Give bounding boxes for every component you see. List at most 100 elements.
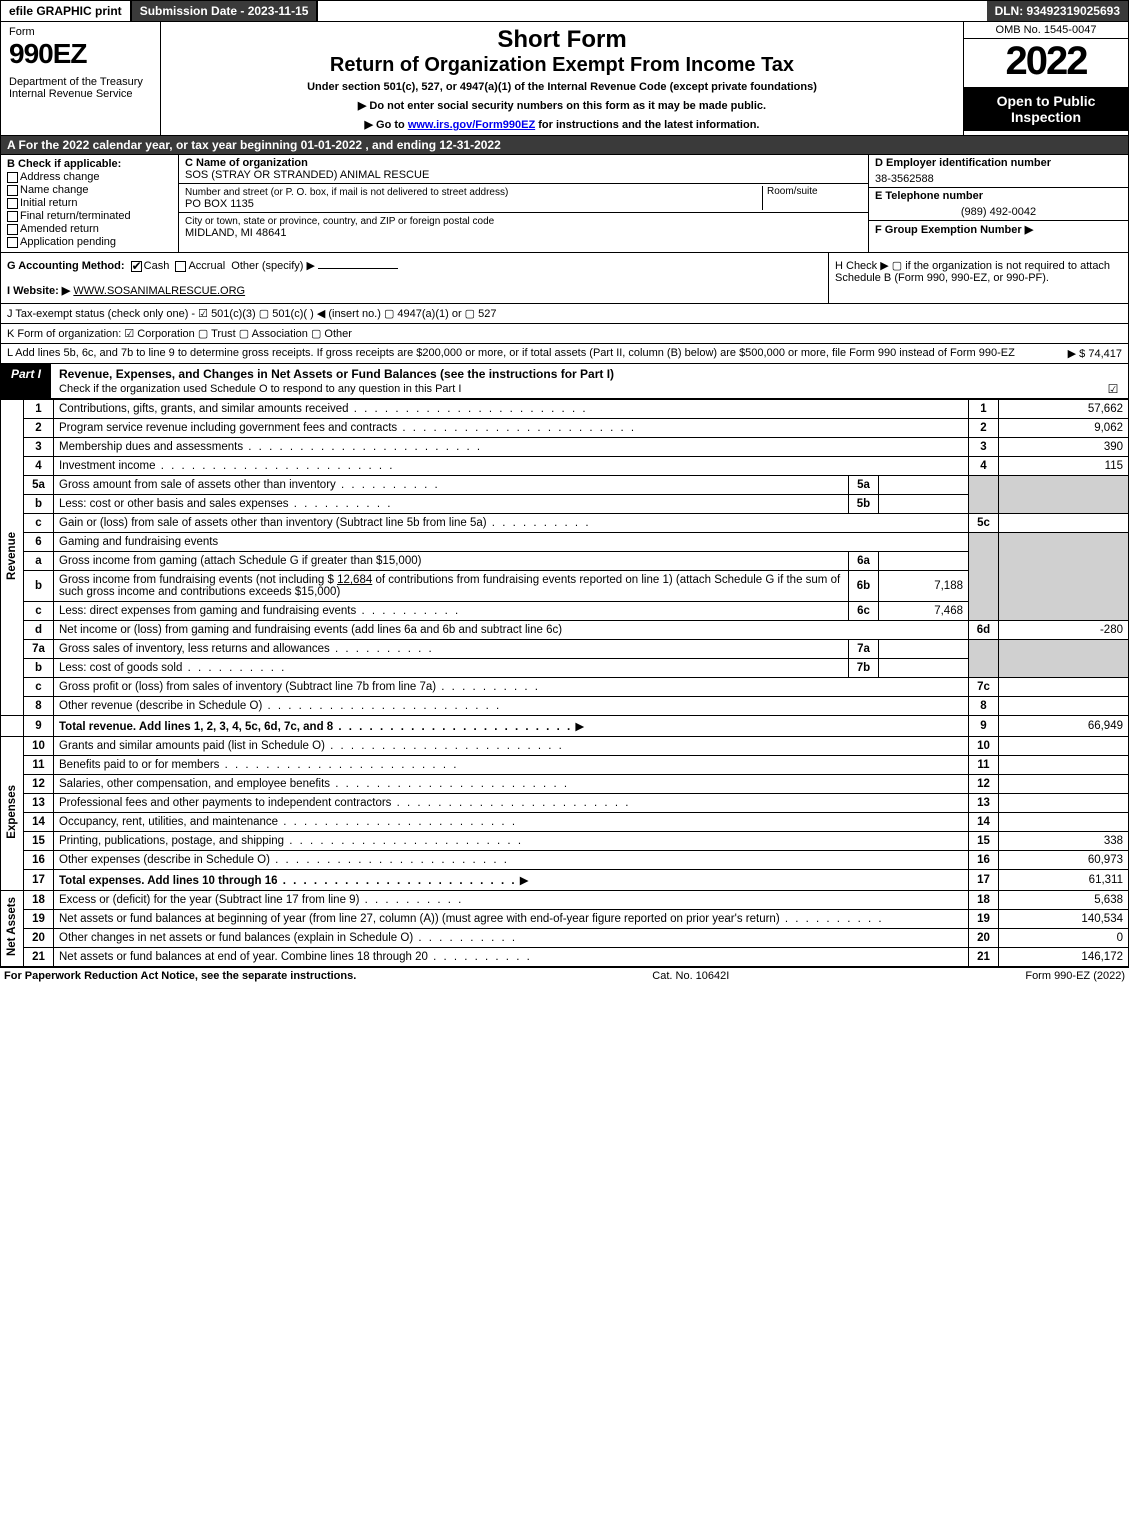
- header-left: Form 990EZ Department of the Treasury In…: [1, 22, 161, 135]
- line-21-desc: Net assets or fund balances at end of ye…: [59, 951, 532, 963]
- chk-address-change[interactable]: Address change: [7, 171, 172, 183]
- city-label: City or town, state or province, country…: [185, 216, 494, 227]
- line-5c-desc: Gain or (loss) from sale of assets other…: [59, 517, 591, 529]
- line-9-amt: 66,949: [999, 716, 1129, 737]
- line-20-desc: Other changes in net assets or fund bala…: [59, 932, 517, 944]
- room-suite: Room/suite: [762, 186, 862, 210]
- line-5a-desc: Gross amount from sale of assets other t…: [59, 479, 440, 491]
- part-i-check[interactable]: ☑: [1098, 364, 1128, 398]
- line-7b-subval: [879, 659, 969, 678]
- chk-initial-return[interactable]: Initial return: [7, 197, 172, 209]
- footer-right: Form 990-EZ (2022): [1025, 970, 1125, 982]
- form-label: Form: [9, 26, 152, 38]
- form-header: Form 990EZ Department of the Treasury In…: [0, 22, 1129, 136]
- line-13-amt: [999, 794, 1129, 813]
- col-c: C Name of organization SOS (STRAY OR STR…: [179, 155, 868, 252]
- chk-accrual[interactable]: [175, 261, 186, 272]
- ein: 38-3562588: [869, 171, 1128, 188]
- b-label: B Check if applicable:: [7, 158, 121, 170]
- line-15-desc: Printing, publications, postage, and shi…: [59, 835, 523, 847]
- line-20-amt: 0: [999, 929, 1129, 948]
- line-18-desc: Excess or (deficit) for the year (Subtra…: [59, 894, 463, 906]
- line-17-desc: Total expenses. Add lines 10 through 16: [59, 875, 517, 887]
- row-k: K Form of organization: ☑ Corporation ▢ …: [0, 324, 1129, 344]
- line-11-desc: Benefits paid to or for members: [59, 759, 458, 771]
- line-12-desc: Salaries, other compensation, and employ…: [59, 778, 569, 790]
- line-5b-desc: Less: cost or other basis and sales expe…: [59, 498, 392, 510]
- footer: For Paperwork Reduction Act Notice, see …: [0, 967, 1129, 984]
- other-specify[interactable]: [318, 268, 398, 269]
- line-16-amt: 60,973: [999, 851, 1129, 870]
- line-7b-desc: Less: cost of goods sold: [59, 662, 286, 674]
- line-6a-subval: [879, 552, 969, 571]
- row-street: Number and street (or P. O. box, if mail…: [179, 184, 868, 213]
- row-city: City or town, state or province, country…: [179, 213, 868, 241]
- line-14-amt: [999, 813, 1129, 832]
- chk-final-return[interactable]: Final return/terminated: [7, 210, 172, 222]
- department: Department of the Treasury Internal Reve…: [9, 76, 152, 100]
- g-label: G Accounting Method:: [7, 260, 125, 272]
- line-5a-subval: [879, 476, 969, 495]
- irs-link[interactable]: www.irs.gov/Form990EZ: [408, 119, 535, 131]
- l-text: L Add lines 5b, 6c, and 7b to line 9 to …: [7, 347, 1022, 360]
- line-6d-desc: Net income or (loss) from gaming and fun…: [59, 624, 562, 636]
- part-i-title: Revenue, Expenses, and Changes in Net As…: [51, 364, 1098, 398]
- cell-g: G Accounting Method: Cash Accrual Other …: [1, 253, 828, 303]
- footer-mid: Cat. No. 10642I: [356, 970, 1025, 982]
- efile-label[interactable]: efile GRAPHIC print: [1, 1, 132, 21]
- row-org-name: C Name of organization SOS (STRAY OR STR…: [179, 155, 868, 184]
- side-netassets: Net Assets: [1, 891, 24, 967]
- instruction-1: ▶ Do not enter social security numbers o…: [171, 99, 953, 112]
- cell-h: H Check ▶ ▢ if the organization is not r…: [828, 253, 1128, 303]
- line-2-amt: 9,062: [999, 419, 1129, 438]
- section-a: A For the 2022 calendar year, or tax yea…: [0, 136, 1129, 155]
- col-b: B Check if applicable: Address change Na…: [1, 155, 179, 252]
- line-1-desc: Contributions, gifts, grants, and simila…: [59, 403, 588, 415]
- line-8-desc: Other revenue (describe in Schedule O): [59, 700, 501, 712]
- line-16-desc: Other expenses (describe in Schedule O): [59, 854, 509, 866]
- line-3-amt: 390: [999, 438, 1129, 457]
- phone: (989) 492-0042: [869, 204, 1128, 221]
- part-i-header: Part I Revenue, Expenses, and Changes in…: [0, 364, 1129, 399]
- line-7c-desc: Gross profit or (loss) from sales of inv…: [59, 681, 540, 693]
- street: PO BOX 1135: [185, 198, 254, 210]
- line-18-amt: 5,638: [999, 891, 1129, 910]
- form-number: 990EZ: [9, 38, 152, 70]
- subtitle: Under section 501(c), 527, or 4947(a)(1)…: [171, 81, 953, 93]
- line-17-amt: 61,311: [999, 870, 1129, 891]
- line-3-desc: Membership dues and assessments: [59, 441, 482, 453]
- header-right: OMB No. 1545-0047 2022 Open to Public In…: [963, 22, 1128, 135]
- line-7c-amt: [999, 678, 1129, 697]
- submission-date: Submission Date - 2023-11-15: [132, 1, 319, 21]
- row-gh: G Accounting Method: Cash Accrual Other …: [0, 253, 1129, 304]
- chk-name-change[interactable]: Name change: [7, 184, 172, 196]
- instr2-prefix: ▶ Go to: [365, 119, 408, 131]
- line-6a-desc: Gross income from gaming (attach Schedul…: [59, 555, 421, 567]
- chk-amended-return[interactable]: Amended return: [7, 223, 172, 235]
- chk-application-pending[interactable]: Application pending: [7, 236, 172, 248]
- line-15-amt: 338: [999, 832, 1129, 851]
- line-8-amt: [999, 697, 1129, 716]
- line-4-desc: Investment income: [59, 460, 395, 472]
- line-7a-desc: Gross sales of inventory, less returns a…: [59, 643, 434, 655]
- website-link[interactable]: WWW.SOSANIMALRESCUE.ORG: [73, 285, 245, 297]
- block-bc: B Check if applicable: Address change Na…: [0, 155, 1129, 253]
- line-10-amt: [999, 737, 1129, 756]
- chk-cash[interactable]: [131, 261, 142, 272]
- part-i-note: Check if the organization used Schedule …: [59, 383, 461, 395]
- lines-table: Revenue 1Contributions, gifts, grants, a…: [0, 399, 1129, 967]
- top-bar: efile GRAPHIC print Submission Date - 20…: [0, 0, 1129, 22]
- side-revenue: Revenue: [1, 400, 24, 716]
- line-21-amt: 146,172: [999, 948, 1129, 967]
- line-5c-amt: [999, 514, 1129, 533]
- l-amount: ▶ $ 74,417: [1022, 347, 1122, 360]
- org-name: SOS (STRAY OR STRANDED) ANIMAL RESCUE: [185, 169, 429, 181]
- c-name-label: C Name of organization: [185, 157, 308, 169]
- f-label: F Group Exemption Number ▶: [869, 221, 1128, 238]
- line-2-desc: Program service revenue including govern…: [59, 422, 636, 434]
- line-9-desc: Total revenue. Add lines 1, 2, 3, 4, 5c,…: [59, 721, 572, 733]
- dln: DLN: 93492319025693: [987, 1, 1128, 21]
- line-14-desc: Occupancy, rent, utilities, and maintena…: [59, 816, 517, 828]
- city: MIDLAND, MI 48641: [185, 227, 286, 239]
- part-i-label: Part I: [1, 364, 51, 398]
